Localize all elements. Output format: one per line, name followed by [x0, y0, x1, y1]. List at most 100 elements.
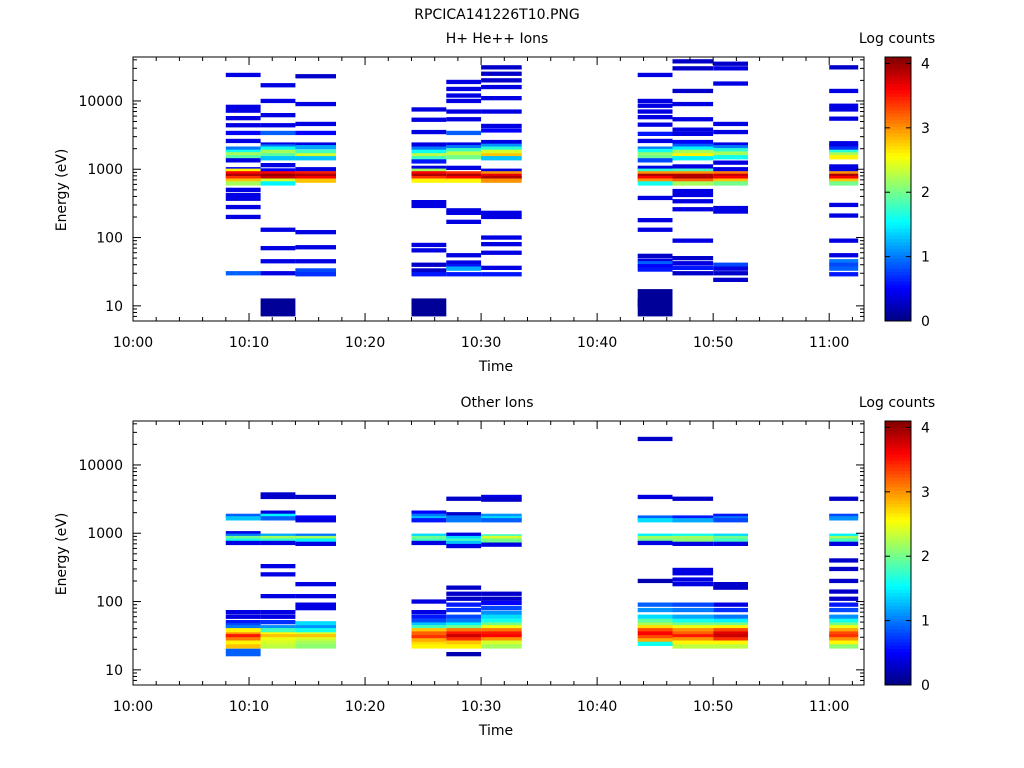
heatmap-cell [225, 173, 261, 178]
heatmap-cell [260, 146, 296, 151]
heatmap-cell [829, 143, 859, 148]
heatmap-cell [411, 641, 447, 646]
heatmap-cell [829, 259, 859, 264]
heatmap-cell [713, 142, 748, 147]
colorbar-segment [885, 271, 911, 276]
y-tick-label: 10000 [78, 458, 123, 474]
colorbar-segment [885, 457, 911, 461]
colorbar-segment [885, 539, 911, 544]
heatmap-cell [672, 602, 714, 607]
heatmap-cell [481, 78, 522, 83]
colorbar-segment [885, 175, 911, 180]
colorbar-tick-label: 1 [921, 250, 930, 266]
heatmap-cell [637, 258, 673, 263]
heatmap-cell [295, 130, 336, 136]
heatmap-cell [713, 121, 748, 127]
heatmap-cell [637, 253, 673, 258]
heatmap-cell [481, 631, 522, 636]
colorbar-segment [885, 169, 911, 173]
colorbar-segment [885, 116, 911, 121]
heatmap-cell [411, 614, 447, 619]
heatmap-cell [411, 153, 447, 158]
colorbar-segment [885, 202, 911, 206]
heatmap-cell [829, 607, 859, 613]
heatmap-cell [637, 622, 673, 627]
heatmap-cell [672, 256, 714, 261]
heatmap-cell [713, 61, 748, 66]
heatmap-cell [672, 117, 714, 122]
colorbar-segment [885, 612, 911, 617]
heatmap-cell [411, 268, 447, 273]
heatmap-cell [295, 582, 336, 587]
heatmap-cell [829, 496, 859, 501]
colorbar-segment [885, 615, 911, 620]
heatmap-cell [672, 518, 714, 523]
heatmap-cell [225, 196, 261, 201]
heatmap-cell [446, 148, 482, 153]
heatmap-cell [637, 218, 673, 223]
heatmap-cell [295, 634, 336, 639]
colorbar-segment [885, 307, 911, 312]
colorbar-segment [885, 198, 911, 203]
heatmap-cell [672, 139, 714, 145]
colorbar-segment [885, 99, 911, 104]
colorbar-segment [885, 661, 911, 666]
colorbar-segment [885, 559, 911, 564]
heatmap-cell [713, 538, 748, 543]
colorbar-segment [885, 510, 911, 514]
heatmap-cell [713, 151, 748, 156]
heatmap-cell [672, 66, 714, 71]
heatmap-cell [295, 178, 336, 183]
colorbar-segment [885, 645, 911, 650]
heatmap-cell [481, 625, 522, 630]
heatmap-cell [829, 272, 859, 277]
heatmap-cell [260, 644, 296, 649]
colorbar-segment [885, 500, 911, 504]
colorbar-segment [885, 248, 911, 253]
colorbar-segment [885, 579, 911, 584]
colorbar-segment [885, 238, 911, 243]
heatmap-cell [713, 622, 748, 627]
heatmap-cell [829, 178, 859, 183]
colorbar-segment [885, 562, 911, 567]
heatmap-cell [260, 540, 296, 546]
heatmap-cell [411, 510, 447, 515]
colorbar-segment [885, 274, 911, 279]
heatmap-cell [295, 535, 336, 541]
colorbar-tick-label: 2 [921, 549, 930, 565]
heatmap-cell [637, 122, 673, 127]
heatmap-cell [260, 271, 296, 276]
heatmap-cell [411, 272, 447, 277]
plot-frame [132, 56, 865, 322]
heatmap-cell [260, 153, 296, 158]
heatmap-cell [672, 515, 714, 520]
colorbar-segment [885, 152, 911, 157]
heatmap-cell [446, 602, 482, 607]
heatmap-cell [672, 192, 714, 198]
heatmap-cell [637, 578, 673, 584]
colorbar-segment [885, 526, 911, 531]
heatmap-cell [411, 535, 447, 541]
heatmap-cell [295, 640, 336, 645]
heatmap-cell [411, 165, 447, 170]
heatmap-cell [713, 277, 748, 282]
heatmap-cell [446, 585, 482, 590]
heatmap-cell [260, 564, 296, 569]
heatmap-cell [446, 644, 482, 649]
heatmap-cell [295, 644, 336, 649]
colorbar-segment [885, 556, 911, 560]
y-axis-label: Energy (eV) [54, 149, 70, 232]
heatmap-cell [446, 652, 482, 657]
heatmap-cell [446, 272, 482, 277]
heatmap-cell [225, 535, 261, 541]
colorbar-segment [885, 599, 911, 603]
heatmap-cell [295, 594, 336, 599]
heatmap-cell [295, 628, 336, 633]
heatmap-cell [829, 516, 859, 521]
colorbar-segment [885, 179, 911, 183]
heatmap-cell [446, 260, 482, 265]
heatmap-cell [829, 262, 859, 267]
colorbar-tick-label: 4 [921, 56, 930, 72]
heatmap-cell [411, 610, 447, 615]
colorbar-segment [885, 142, 911, 147]
